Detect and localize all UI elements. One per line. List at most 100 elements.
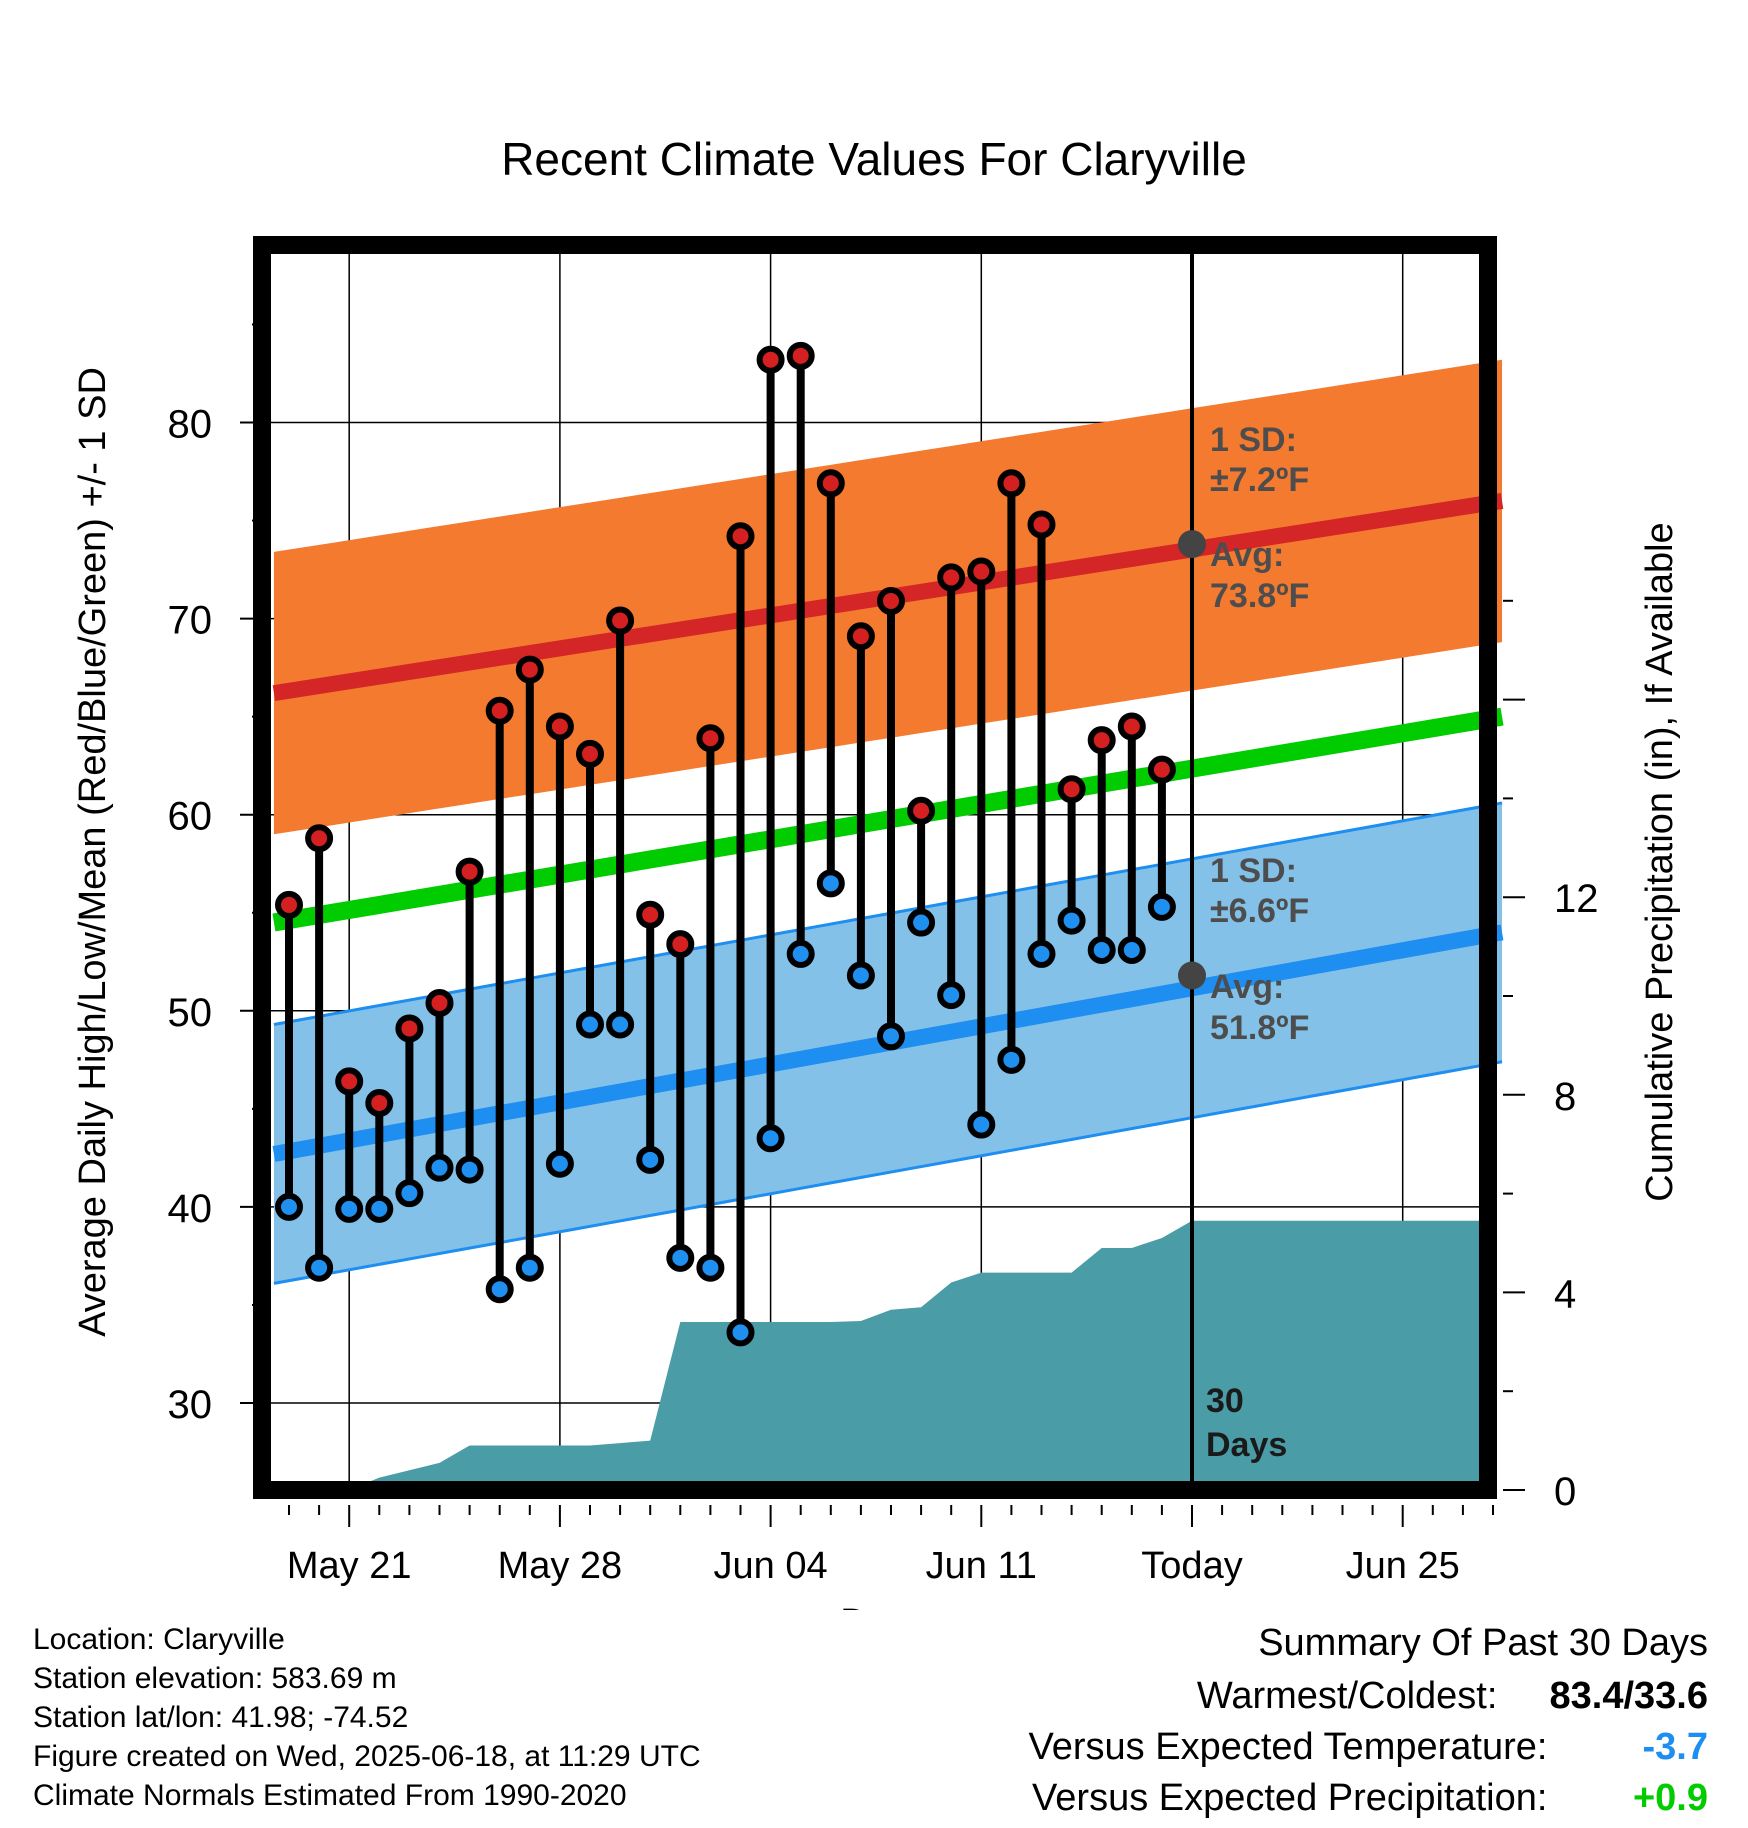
elevation-text: Station elevation: 583.69 m <box>33 1662 397 1695</box>
daily-low-point <box>335 1194 364 1223</box>
high-avg-label: Avg: <box>1210 536 1284 574</box>
high-sd-value: ±7.2ºF <box>1210 461 1309 499</box>
plot-frame <box>253 236 1497 1499</box>
climate-chart: Recent Climate Values For Claryville 1 S… <box>72 133 1681 1610</box>
daily-low-point <box>997 1045 1026 1074</box>
daily-low-point <box>846 961 875 990</box>
daily-high-point <box>1147 755 1176 784</box>
daily-low-point <box>515 1253 544 1282</box>
warmest-coldest-value: 83.4/33.6 <box>1549 1675 1708 1717</box>
daily-high-point <box>485 696 514 725</box>
high-sd-label: 1 SD: <box>1210 421 1297 459</box>
low-avg-marker <box>1178 961 1206 990</box>
daily-low-point <box>545 1149 574 1178</box>
high-avg-marker <box>1178 530 1206 559</box>
daily-low-point <box>305 1253 334 1282</box>
temp-departure-value: -3.7 <box>1642 1726 1708 1768</box>
precip-departure-row: Versus Expected Precipitation: +0.9 <box>1029 1773 1708 1824</box>
temp-departure-label: Versus Expected Temperature: <box>1028 1726 1548 1768</box>
y2-tick-label: 4 <box>1554 1272 1576 1316</box>
station-info: Location: Claryville Station elevation: … <box>33 1620 701 1815</box>
daily-low-point <box>1117 936 1146 965</box>
daily-high-point <box>335 1067 364 1096</box>
daily-low-point <box>726 1318 755 1347</box>
normals-text: Climate Normals Estimated From 1990-2020 <box>33 1779 627 1812</box>
y-tick-label: 30 <box>168 1383 213 1427</box>
daily-high-point <box>1027 510 1056 539</box>
cumulative-precip-area <box>349 1220 1489 1490</box>
low-avg-value: 51.8ºF <box>1210 1009 1309 1047</box>
low-sd-value: ±6.6ºF <box>1210 892 1309 930</box>
daily-high-point <box>576 739 604 768</box>
created-text: Figure created on Wed, 2025-06-18, at 11… <box>33 1740 701 1773</box>
daily-low-point <box>1147 892 1176 921</box>
daily-high-point <box>997 469 1026 498</box>
low-sd-label: 1 SD: <box>1210 852 1297 890</box>
daily-high-point <box>455 857 484 886</box>
daily-high-point <box>636 900 665 929</box>
daily-low-point <box>696 1253 725 1282</box>
daily-low-point <box>1087 936 1116 965</box>
y-axis-label: Average Daily High/Low/Mean (Red/Blue/Gr… <box>72 367 114 1337</box>
warmest-coldest-row: Warmest/Coldest: 83.4/33.6 <box>1029 1671 1708 1722</box>
precip-departure-value: +0.9 <box>1632 1777 1708 1819</box>
daily-high-point <box>1117 712 1146 741</box>
daily-low-point <box>636 1145 665 1174</box>
daily-high-point <box>816 469 845 498</box>
daily-low-point <box>1057 906 1086 935</box>
location-text: Location: Claryville <box>33 1623 285 1656</box>
daily-high-point <box>907 796 936 825</box>
low-avg-label: Avg: <box>1210 968 1284 1006</box>
daily-high-point <box>515 655 544 684</box>
high-avg-value: 73.8ºF <box>1210 577 1309 615</box>
daily-low-point <box>816 869 845 898</box>
daily-high-point <box>275 890 303 919</box>
daily-low-point <box>606 1010 635 1039</box>
daily-high-point <box>967 557 996 586</box>
daily-high-point <box>425 988 454 1017</box>
daily-low-point <box>576 1010 604 1039</box>
x-axis-label: Day <box>840 1602 908 1610</box>
x-tick-label: May 28 <box>498 1545 623 1587</box>
daily-high-point <box>1087 726 1116 755</box>
summary-panel: Summary Of Past 30 Days Warmest/Coldest:… <box>1029 1618 1708 1824</box>
x-tick-label: Jun 25 <box>1346 1545 1460 1587</box>
precip-departure-label: Versus Expected Precipitation: <box>1032 1777 1548 1819</box>
daily-high-point <box>305 824 334 853</box>
daily-high-point <box>1057 775 1086 804</box>
daily-high-point <box>846 622 875 651</box>
daily-low-point <box>967 1110 996 1139</box>
daily-low-point <box>455 1155 484 1184</box>
latlon-text: Station lat/lon: 41.98; -74.52 <box>33 1701 409 1734</box>
daily-low-point <box>786 939 815 968</box>
daily-high-point <box>726 522 755 551</box>
today-days-label: 30 <box>1206 1382 1244 1420</box>
daily-low-point <box>395 1179 424 1208</box>
y2-tick-label: 12 <box>1554 877 1599 921</box>
daily-high-point <box>545 712 574 741</box>
daily-high-point <box>696 724 725 753</box>
daily-high-point <box>606 606 635 635</box>
daily-low-point <box>937 981 966 1010</box>
y-tick-label: 70 <box>168 599 213 643</box>
daily-low-point <box>365 1194 394 1223</box>
daily-low-point <box>877 1022 905 1051</box>
daily-high-point <box>395 1014 424 1043</box>
daily-low-point <box>485 1275 514 1304</box>
daily-low-point <box>275 1192 303 1221</box>
chart-title: Recent Climate Values For Claryville <box>501 133 1247 185</box>
daily-high-point <box>877 586 905 615</box>
y2-tick-label: 0 <box>1554 1470 1576 1514</box>
x-tick-label: Today <box>1141 1545 1242 1587</box>
daily-low-point <box>756 1124 785 1153</box>
x-tick-label: Jun 11 <box>926 1545 1037 1587</box>
y-tick-label: 60 <box>168 795 213 839</box>
y-tick-label: 50 <box>168 991 213 1035</box>
daily-high-point <box>786 341 815 370</box>
daily-low-point <box>425 1153 454 1182</box>
daily-low-point <box>666 1243 695 1272</box>
x-tick-label: Jun 04 <box>714 1545 828 1587</box>
daily-low-point <box>907 908 936 937</box>
summary-title: Summary Of Past 30 Days <box>1258 1622 1708 1664</box>
